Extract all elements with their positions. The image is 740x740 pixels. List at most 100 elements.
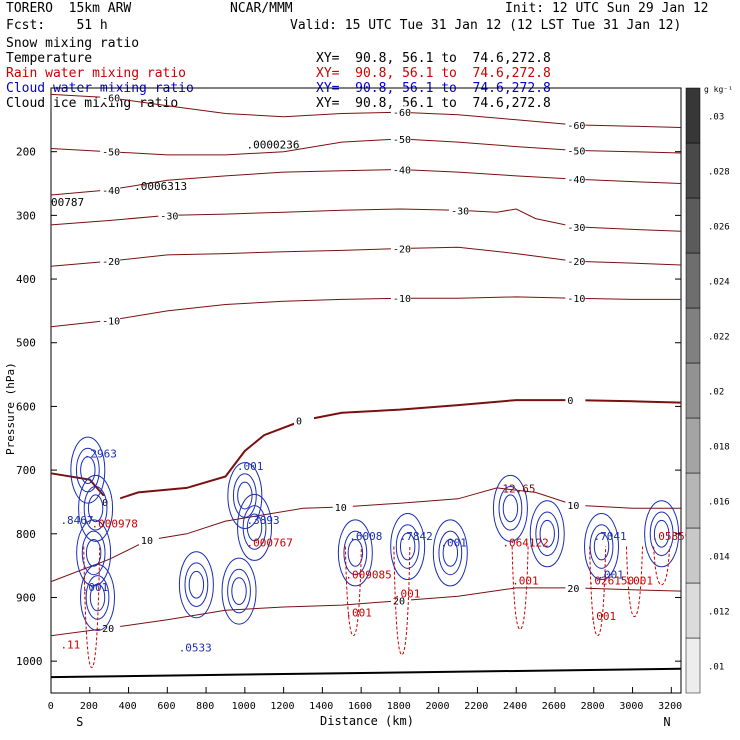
contour-label-bg xyxy=(100,183,121,195)
cloud-water-contour xyxy=(178,551,214,619)
colorbar-tick-label: .014 xyxy=(708,553,730,563)
rain-water-label: .026150 xyxy=(588,575,634,588)
cloud-water-contour xyxy=(75,447,100,493)
colorbar-tick-label: .01 xyxy=(708,663,724,673)
cloud-water-contour xyxy=(343,530,368,576)
temperature-contour-label: -50 xyxy=(102,148,120,159)
x-tick-label: 2000 xyxy=(425,701,449,712)
cloud-water-contour xyxy=(85,538,102,567)
colorbar-tick-label: .016 xyxy=(708,498,730,508)
x-tick-label: 1800 xyxy=(387,701,411,712)
contour-label-bg xyxy=(294,414,314,426)
y-tick-label: 700 xyxy=(16,464,36,477)
cloud-water-contour xyxy=(399,532,416,561)
contour-label-bg xyxy=(449,204,470,216)
temperature-contour-label: -50 xyxy=(393,135,411,146)
contour-label-bg xyxy=(565,118,586,130)
snow-label: 00787 xyxy=(51,196,84,209)
cloud-water-label: .7842 xyxy=(400,530,433,543)
model-name: TORERO 15km ARW xyxy=(6,1,132,16)
colorbar-segment xyxy=(685,307,701,364)
colorbar-segment xyxy=(685,582,701,639)
contour-label-bg xyxy=(390,163,411,175)
temperature-contour xyxy=(50,296,681,328)
cloud-water-label: .001 xyxy=(82,581,109,594)
cloud-water-contour xyxy=(337,519,373,587)
temperature-contour xyxy=(50,138,682,156)
field-name: Snow mixing ratio xyxy=(6,36,140,51)
field-name: Temperature xyxy=(6,51,93,66)
cloud-water-contour xyxy=(246,513,263,542)
field-xy: XY= 90.8, 56.1 to 74.6,272.8 xyxy=(316,66,551,81)
temperature-contour-label: -60 xyxy=(393,108,411,119)
temperature-contour-label: 0 xyxy=(296,416,302,427)
temperature-contour-label: -40 xyxy=(393,166,411,177)
temperature-contour-label: -30 xyxy=(160,211,178,222)
x-tick-label: 800 xyxy=(196,701,214,712)
temperature-contour-label: 10 xyxy=(567,501,579,512)
colorbar-tick-label: .03 xyxy=(708,113,724,123)
temperature-contour xyxy=(50,208,682,232)
rain-water-label: .064122 xyxy=(502,537,548,550)
terrain-line xyxy=(50,667,682,679)
cloud-water-contour xyxy=(232,473,257,518)
organization: NCAR/MMM xyxy=(230,1,293,16)
cloud-water-label: .001 xyxy=(237,460,264,473)
cloud-water-contour xyxy=(237,493,273,561)
contour-label-bg xyxy=(390,594,411,606)
contour-label-bg xyxy=(565,394,586,406)
temperature-contour-label: -40 xyxy=(102,186,120,197)
cloud-water-contour xyxy=(81,530,106,576)
cloud-water-contour xyxy=(87,494,104,523)
cloud-water-label: .2963 xyxy=(84,447,117,460)
colorbar-segment xyxy=(685,142,701,199)
cloud-water-contour xyxy=(584,513,620,581)
cloud-water-contour xyxy=(70,436,106,504)
x-tick-label: 2400 xyxy=(503,701,527,712)
y-tick-label: 200 xyxy=(16,146,36,159)
endpoint-right: N xyxy=(663,715,670,729)
x-tick-label: 2200 xyxy=(464,701,488,712)
temperature-contour-label: 20 xyxy=(393,597,405,608)
contour-label-bg xyxy=(390,242,411,254)
x-tick-label: 1400 xyxy=(309,701,333,712)
colorbar-segment xyxy=(685,527,701,584)
contour-label-bg xyxy=(100,255,121,267)
temperature-contour-label: -40 xyxy=(567,175,585,186)
temperature-contour-label: -10 xyxy=(102,316,120,327)
cloud-water-contour xyxy=(649,511,674,557)
contour-label-bg xyxy=(565,292,586,304)
x-tick-label: 0 xyxy=(48,701,54,712)
cloud-water-contour xyxy=(188,570,205,599)
rain-water-contour xyxy=(344,546,362,637)
contour-label-bg xyxy=(565,255,586,267)
cloud-water-contour xyxy=(492,474,528,542)
colorbar-segment xyxy=(685,252,701,309)
rain-water-label: .000978 xyxy=(91,517,137,530)
rain-water-label: .001 xyxy=(394,587,421,600)
contour-label-bg xyxy=(565,144,586,156)
cloud-water-label: .001 xyxy=(440,537,467,550)
temperature-contour-label: -60 xyxy=(102,94,120,105)
x-tick-label: 1000 xyxy=(232,701,256,712)
temperature-contour xyxy=(50,246,682,267)
cloud-water-contour xyxy=(535,511,560,557)
rain-water-contour xyxy=(589,546,607,637)
colorbar-segment xyxy=(685,637,701,694)
contour-label-bg xyxy=(100,495,121,507)
temperature-contour-label: 20 xyxy=(567,584,579,595)
contour-label-bg xyxy=(565,220,586,232)
contour-label-bg xyxy=(138,534,159,546)
cloud-water-contour xyxy=(184,562,209,608)
cloud-water-contour xyxy=(498,486,523,531)
cloud-water-contour xyxy=(438,530,463,576)
x-tick-label: 600 xyxy=(157,701,175,712)
init-time: Init: 12 UTC Sun 29 Jan 12 xyxy=(505,1,709,16)
temperature-contour xyxy=(50,399,682,504)
cloud-water-contour xyxy=(80,456,96,485)
y-tick-label: 500 xyxy=(16,337,36,350)
temperature-contour-label: -20 xyxy=(102,257,120,268)
cloud-water-label: .001 xyxy=(597,568,624,581)
x-axis-title: Distance (km) xyxy=(320,714,414,728)
